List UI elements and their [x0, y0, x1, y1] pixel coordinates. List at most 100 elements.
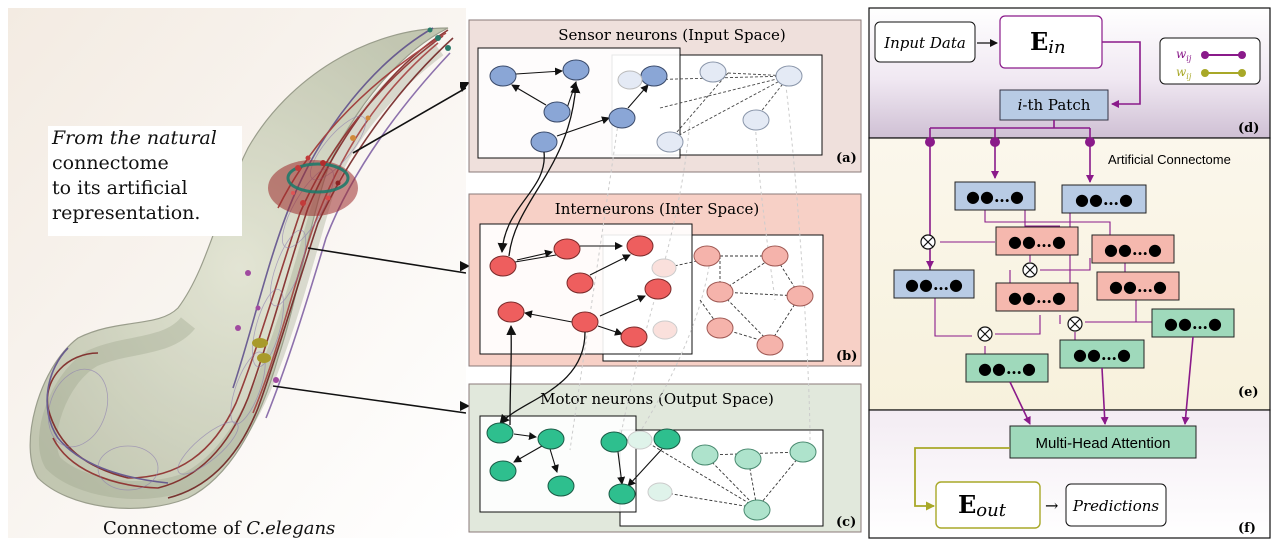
- worm-title: Connectome of C.elegans: [103, 518, 335, 539]
- e-out-box: [935, 481, 1041, 529]
- interneuron-faded: [706, 281, 734, 303]
- interneuron-faded: [786, 285, 814, 307]
- motor-neuron-faded: [627, 430, 653, 450]
- predictions-label: Predictions: [1072, 497, 1159, 515]
- artificial-connectome-label: Artificial Connectome: [1108, 152, 1231, 167]
- motor-neuron: [489, 460, 517, 482]
- sensor-neuron: [562, 59, 590, 81]
- patch-box: [999, 89, 1109, 121]
- caption-line-1: From the natural: [52, 127, 217, 149]
- sensor-neuron-faded: [742, 109, 770, 131]
- section-e-label: (e): [1238, 385, 1259, 400]
- panel-motor-title: Motor neurons (Output Space): [540, 390, 774, 408]
- block-pink-3: [995, 282, 1079, 312]
- block-green-2: [1059, 339, 1145, 369]
- mha-label: Multi-Head Attention: [1035, 435, 1170, 452]
- motor-neuron: [486, 422, 514, 444]
- patch-label: i-th Patch: [1018, 96, 1091, 114]
- input-data-label: Input Data: [883, 34, 966, 52]
- sensor-neuron: [640, 65, 668, 87]
- panel-sensor-title: Sensor neurons (Input Space): [558, 26, 785, 44]
- block-blue-3-text: ●●…●: [905, 275, 963, 294]
- block-pink-4: [1096, 271, 1180, 301]
- block-green-1-text: ●●…●: [1164, 314, 1222, 333]
- motor-neuron: [653, 428, 681, 450]
- e-in-label: Ein: [1030, 27, 1066, 58]
- interneuron-faded: [756, 334, 784, 356]
- motor-neuron-faded: [743, 499, 771, 521]
- sensor-neuron: [543, 101, 571, 123]
- motor-neurons: [486, 422, 817, 521]
- block-pink-2: [1091, 234, 1175, 264]
- block-pink-4-text: ●●…●: [1109, 277, 1167, 296]
- architecture-diagram: Input Data Ein wij wij i-th Patch (d) Ar…: [868, 7, 1271, 539]
- interneuron: [571, 311, 599, 333]
- block-pink-1: [995, 226, 1079, 256]
- sensor-neuron: [530, 131, 558, 153]
- interneurons: [489, 235, 814, 356]
- caption-line-3: to its artificial: [52, 177, 188, 199]
- block-pink-2-text: ●●…●: [1104, 240, 1162, 259]
- motor-neuron-faded: [647, 482, 673, 502]
- block-pink-1-text: ●●…●: [1008, 232, 1066, 251]
- interneuron-faded: [651, 258, 677, 278]
- worm-title-species: C.elegans: [246, 518, 336, 539]
- interneuron-faded: [761, 245, 789, 267]
- block-green-3: [965, 353, 1049, 383]
- panel-inter-title: Interneurons (Inter Space): [555, 200, 759, 218]
- block-pink-3-text: ●●…●: [1008, 288, 1066, 307]
- input-data-box: [874, 21, 976, 63]
- sensor-neurons: [489, 59, 803, 153]
- panel-motor-label: (c): [836, 515, 856, 530]
- legend-olive-label: wij: [1176, 65, 1192, 81]
- arrow-to-predictions: →: [1045, 496, 1058, 515]
- interneuron-faded: [706, 317, 734, 339]
- connectome-illustration: From the natural connectome to its artif…: [8, 8, 467, 539]
- sensor-neuron-faded: [775, 65, 803, 87]
- neuron-panels: Sensor neurons (Input Space) (a) Interne…: [460, 19, 862, 533]
- interneuron: [644, 278, 672, 300]
- block-blue-3: [893, 269, 975, 299]
- section-f-label: (f): [1238, 521, 1256, 536]
- motor-neuron-faded: [734, 448, 762, 470]
- predictions-box: [1065, 483, 1167, 527]
- motor-neuron: [600, 431, 628, 453]
- interneuron: [489, 255, 517, 277]
- worm-body: [8, 8, 467, 538]
- sensor-neuron-faded: [699, 61, 727, 83]
- legend-purple-label: wij: [1176, 47, 1192, 63]
- interneuron: [566, 272, 594, 294]
- motor-neuron: [608, 483, 636, 505]
- motor-neuron: [547, 475, 575, 497]
- worm-title-prefix: Connectome of: [103, 518, 241, 539]
- block-blue-2: [1061, 184, 1147, 214]
- weight-legend: [1159, 37, 1261, 85]
- interneuron-faded: [693, 245, 721, 267]
- block-blue-2-text: ●●…●: [1075, 190, 1133, 209]
- interneuron: [620, 326, 648, 348]
- block-blue-1-text: ●●…●: [966, 187, 1024, 206]
- interneuron: [626, 235, 654, 257]
- interneuron: [553, 238, 581, 260]
- section-d-label: (d): [1238, 121, 1259, 136]
- panel-inter-label: (b): [836, 349, 857, 364]
- block-green-3-text: ●●…●: [978, 359, 1036, 378]
- block-green-2-text: ●●…●: [1073, 345, 1131, 364]
- caption-line-2: connectome: [52, 152, 169, 174]
- motor-neuron-faded: [789, 441, 817, 463]
- block-blue-1: [954, 181, 1036, 211]
- motor-neuron: [537, 428, 565, 450]
- caption: From the natural connectome to its artif…: [48, 126, 242, 236]
- interneuron: [497, 301, 525, 323]
- block-green-1: [1151, 308, 1235, 338]
- interneuron-faded: [652, 320, 678, 340]
- panel-sensor-label: (a): [836, 151, 857, 166]
- sensor-neuron-faded: [617, 70, 643, 90]
- caption-line-4: representation.: [52, 202, 201, 224]
- sensor-neuron: [489, 65, 517, 87]
- sensor-neuron: [608, 107, 636, 129]
- e-out-label: Eout: [958, 490, 1007, 521]
- sensor-neuron-faded: [656, 131, 684, 153]
- mha-box: [1009, 425, 1197, 459]
- motor-neuron-faded: [691, 444, 719, 466]
